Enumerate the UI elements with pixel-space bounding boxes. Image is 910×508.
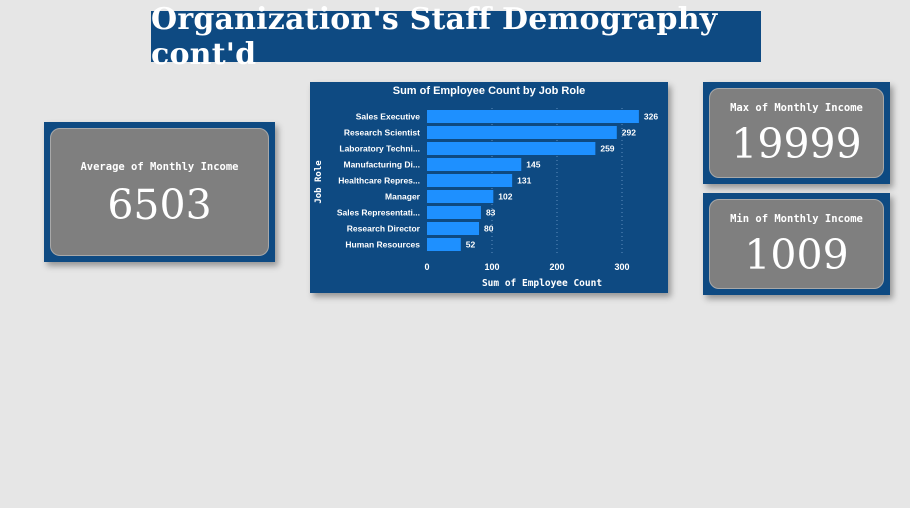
bar xyxy=(427,158,521,171)
category-label: Sales Representati... xyxy=(337,208,420,218)
category-label: Sales Executive xyxy=(356,112,421,122)
bar xyxy=(427,190,493,203)
data-label: 259 xyxy=(600,144,614,154)
category-label: Healthcare Repres... xyxy=(338,176,420,186)
category-label: Research Director xyxy=(347,224,421,234)
max-income-label: Max of Monthly Income xyxy=(730,102,863,114)
chart-title: Sum of Employee Count by Job Role xyxy=(393,85,586,97)
category-label: Manufacturing Di... xyxy=(344,160,421,170)
min-income-card[interactable]: Min of Monthly Income 1009 xyxy=(703,193,890,295)
x-axis-title: Sum of Employee Count xyxy=(482,278,602,289)
category-label: Human Resources xyxy=(345,240,420,250)
job-role-chart-svg: Sum of Employee Count by Job Role Sales E… xyxy=(310,82,668,293)
bar xyxy=(427,174,512,187)
x-tick-label: 300 xyxy=(614,262,629,272)
max-income-card-body: Max of Monthly Income 19999 xyxy=(709,88,884,178)
bar xyxy=(427,142,595,155)
average-income-card[interactable]: Average of Monthly Income 6503 xyxy=(44,122,275,262)
category-label: Manager xyxy=(385,192,421,202)
bar xyxy=(427,238,461,251)
page-title-banner: Organization's Staff Demography cont'd xyxy=(151,11,761,62)
data-label: 145 xyxy=(526,160,540,170)
x-tick-label: 100 xyxy=(484,262,499,272)
bar xyxy=(427,126,617,139)
page-title: Organization's Staff Demography cont'd xyxy=(151,2,761,72)
min-income-label: Min of Monthly Income xyxy=(730,213,863,225)
x-tick-label: 0 xyxy=(424,262,429,272)
data-label: 52 xyxy=(466,240,476,250)
average-income-card-body: Average of Monthly Income 6503 xyxy=(50,128,269,256)
category-label: Research Scientist xyxy=(344,128,420,138)
data-label: 131 xyxy=(517,176,531,186)
max-income-value: 19999 xyxy=(731,124,861,165)
bar xyxy=(427,206,481,219)
data-label: 102 xyxy=(498,192,512,202)
max-income-card[interactable]: Max of Monthly Income 19999 xyxy=(703,82,890,184)
min-income-card-body: Min of Monthly Income 1009 xyxy=(709,199,884,289)
data-label: 292 xyxy=(622,128,636,138)
data-label: 80 xyxy=(484,224,494,234)
average-income-value: 6503 xyxy=(107,185,211,226)
job-role-chart[interactable]: Sum of Employee Count by Job Role Sales E… xyxy=(310,82,668,293)
bar xyxy=(427,222,479,235)
x-tick-label: 200 xyxy=(549,262,564,272)
average-income-label: Average of Monthly Income xyxy=(80,161,238,173)
min-income-value: 1009 xyxy=(744,235,848,276)
y-axis-title: Job Role xyxy=(314,160,324,204)
data-label: 83 xyxy=(486,208,496,218)
bar xyxy=(427,110,639,123)
data-label: 326 xyxy=(644,112,658,122)
category-label: Laboratory Techni... xyxy=(339,144,420,154)
